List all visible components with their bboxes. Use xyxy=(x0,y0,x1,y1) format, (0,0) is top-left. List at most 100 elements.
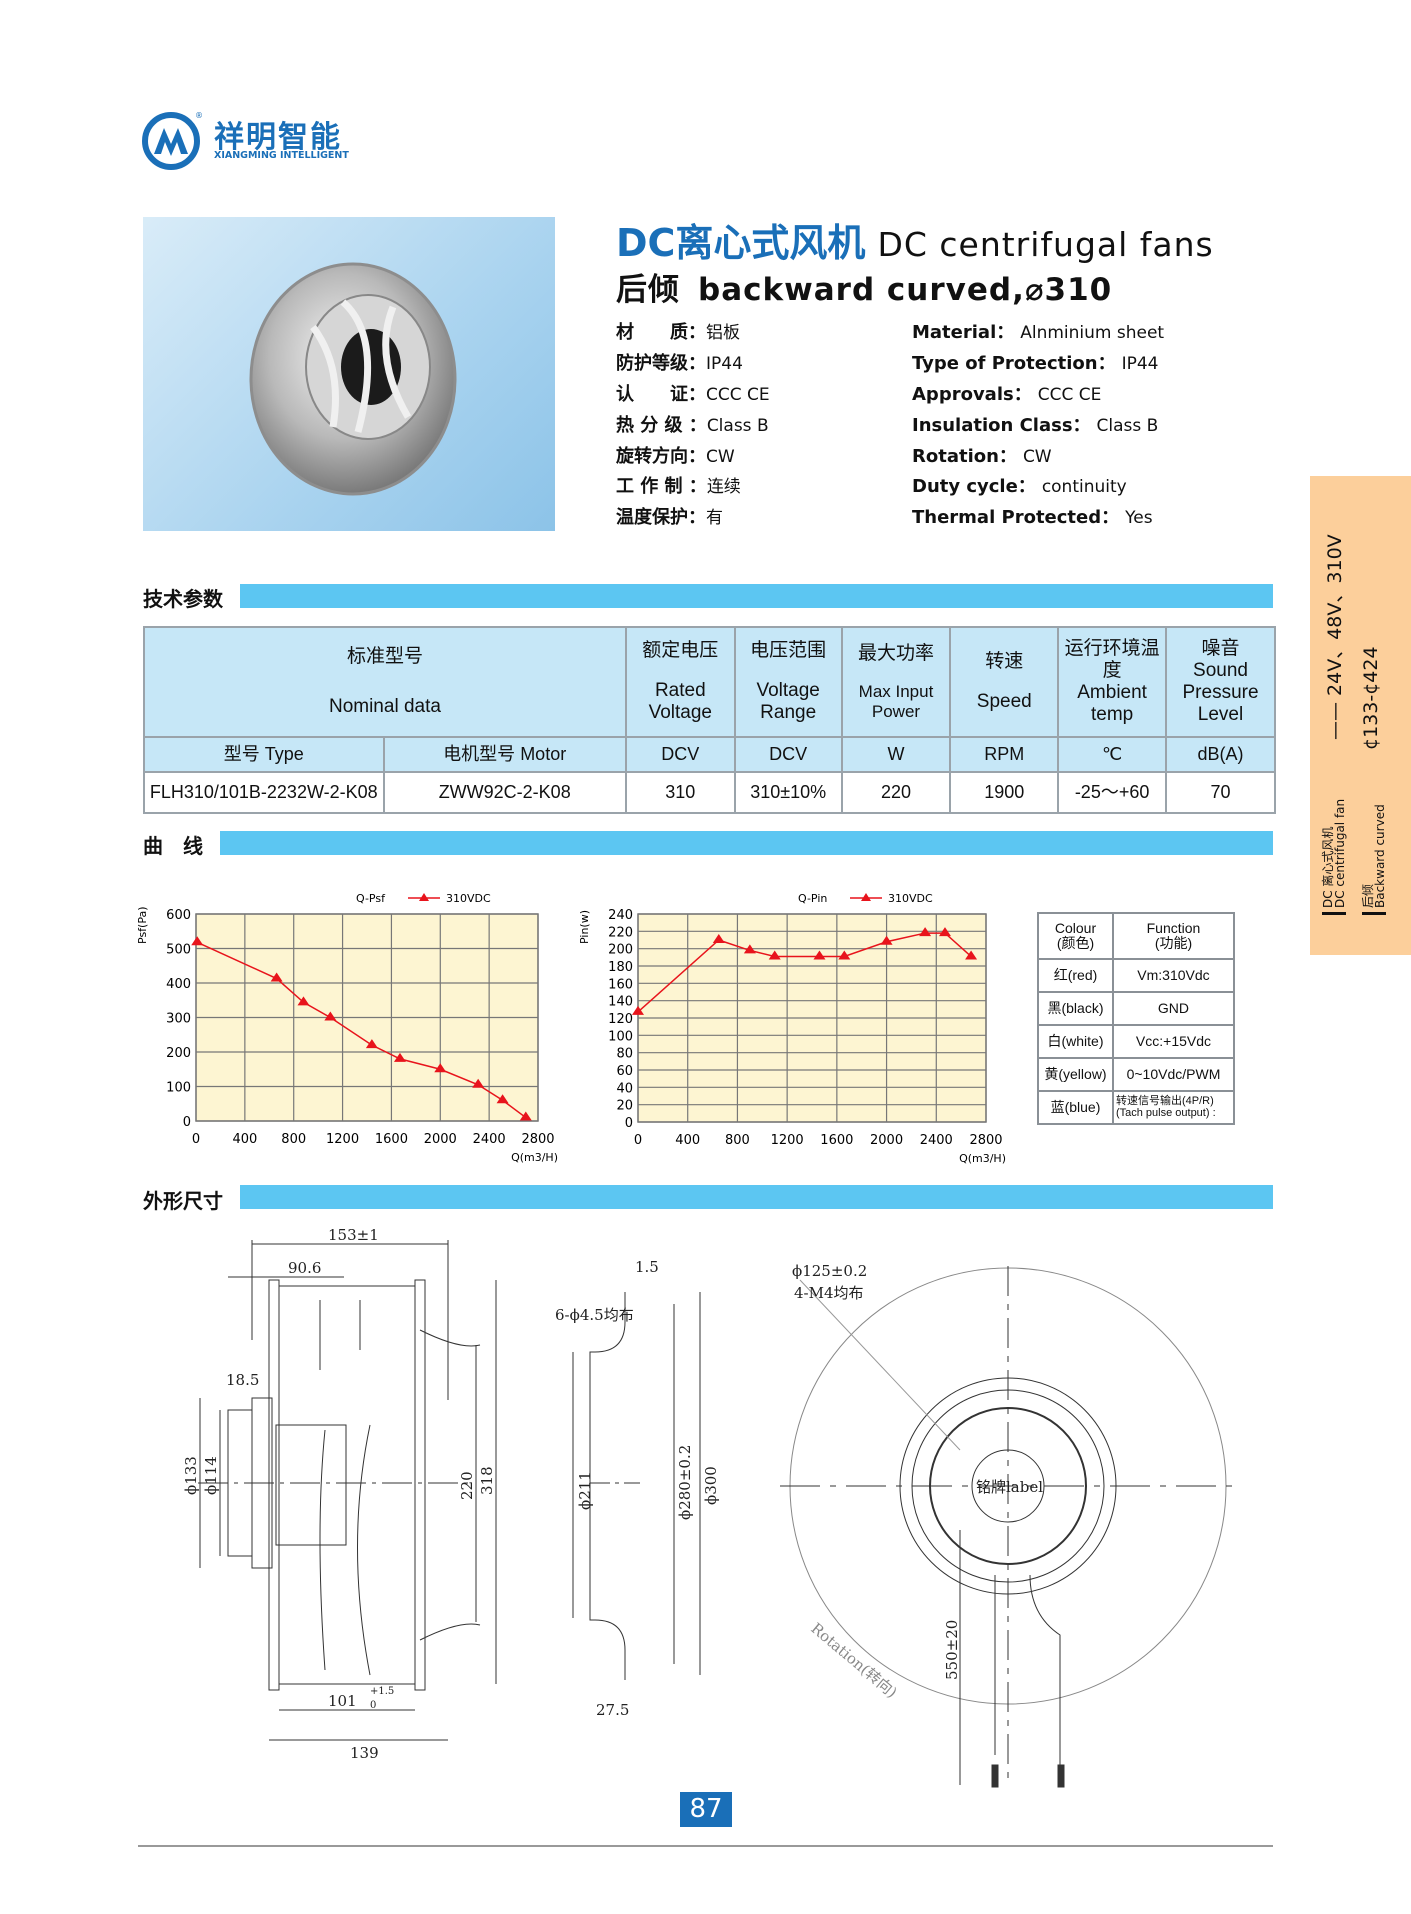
wiring-header-colour: Colour (颜色) xyxy=(1037,912,1114,960)
wire-function: Vcc:+15Vdc xyxy=(1111,1024,1236,1059)
title-cn: DC离心式风机 xyxy=(616,221,866,265)
data-cell: 1900 xyxy=(949,771,1060,814)
x-tick-label: 800 xyxy=(725,1133,750,1148)
dim-phi211: ϕ211 xyxy=(576,1471,594,1510)
wire-function: Vm:310Vdc xyxy=(1111,958,1236,993)
y-tick-label: 0 xyxy=(183,1115,191,1130)
side-tab-content: DC 离心式风机 DC centrifugal fan —— 24V、48V、3… xyxy=(1310,476,1411,955)
header-en: Max Input Power xyxy=(858,682,934,721)
series-line xyxy=(196,941,527,1119)
spec-value: 铝板 xyxy=(706,323,740,343)
data-point xyxy=(496,1094,509,1104)
spec-row: Duty cycle： continuity xyxy=(912,472,1127,498)
wiring-row: 红(red) Vm:310Vdc xyxy=(1037,958,1236,993)
wiring-header-function: Function (功能) xyxy=(1111,912,1236,960)
spec-label: 材 质： xyxy=(616,322,706,343)
side-tab-group-2: 后倾 Backward curved xyxy=(1361,804,1387,915)
wire-function-en: (Tach pulse output) : xyxy=(1115,1106,1216,1119)
dim-101: 101 xyxy=(328,1692,357,1710)
wire-function: 0~10Vdc/PWM xyxy=(1111,1057,1236,1092)
subtitle-en: backward curved,⌀310 xyxy=(698,272,1113,308)
unit-cell: 型号 Type xyxy=(143,736,385,773)
dim-phi114: ϕ114 xyxy=(202,1456,220,1495)
x-tick-label: 0 xyxy=(192,1132,200,1147)
y-tick-label: 0 xyxy=(625,1116,633,1131)
dim-101-tol-up: +1.5 xyxy=(370,1686,394,1697)
x-tick-label: 2000 xyxy=(424,1132,457,1147)
y-tick-label: 220 xyxy=(608,925,633,940)
header-en: Rated Voltage xyxy=(648,680,712,723)
spec-value: 有 xyxy=(706,508,723,528)
section-bar xyxy=(240,1185,1273,1209)
side-tab-range: ¢133-¢424 xyxy=(1360,646,1382,750)
spec-value: Class B xyxy=(1096,416,1159,436)
header-ambient-temp: 运行环境温度 Ambient temp xyxy=(1057,626,1168,738)
chart-title: Q-Psf xyxy=(356,892,386,905)
x-tick-label: 2800 xyxy=(969,1133,1002,1148)
spec-label: Duty cycle： xyxy=(912,476,1036,497)
wiring-row: 蓝(blue) 转速信号输出(4P/R) (Tach pulse output) : xyxy=(1037,1090,1236,1125)
spec-label: 工 作 制 ： xyxy=(616,476,707,497)
y-tick-label: 200 xyxy=(166,1046,191,1061)
unit-cell: DCV xyxy=(624,736,736,773)
chart-q-pin: 0 400 800 1200 1600 2000 2400 2800 0 20 40 60 80 100 1… xyxy=(580,892,1006,1165)
header-en: Ambient temp xyxy=(1077,682,1147,725)
legend-marker xyxy=(419,893,429,901)
header-nominal-cn: 标准型号 xyxy=(346,646,423,668)
header-cn: 转速 xyxy=(985,651,1024,673)
section-bar xyxy=(220,831,1273,855)
wiring-row: 黄(yellow) 0~10Vdc/PWM xyxy=(1037,1057,1236,1092)
header-sound-level: 噪音 Sound Pressure Level xyxy=(1165,626,1276,738)
x-tick-label: 2000 xyxy=(870,1133,903,1148)
spec-row: 旋转方向：CW xyxy=(616,442,735,468)
colour-label-cn: (颜色) xyxy=(1056,935,1095,951)
dim-27-5: 27.5 xyxy=(596,1701,629,1719)
section-title-tech: 技术参数 xyxy=(143,587,223,611)
wire-colour: 黄(yellow) xyxy=(1037,1057,1114,1092)
x-tick-label: 800 xyxy=(281,1132,306,1147)
spec-table: 标准型号 Nominal data 额定电压 Rated Voltage 电压范围 V… xyxy=(143,626,1276,814)
y-tick-label: 120 xyxy=(608,1012,633,1027)
wire-colour: 蓝(blue) xyxy=(1037,1090,1114,1125)
side-category-tab: DC 离心式风机 DC centrifugal fan —— 24V、48V、3… xyxy=(1310,476,1411,955)
legend-label: 310VDC xyxy=(888,892,933,905)
unit-cell: ℃ xyxy=(1057,736,1168,773)
y-tick-label: 180 xyxy=(608,960,633,975)
y-tick-label: 240 xyxy=(608,908,633,923)
data-point xyxy=(938,927,951,937)
header-en: Sound Pressure Level xyxy=(1182,660,1259,725)
side-tab-en1: DC centrifugal fan xyxy=(1333,798,1347,908)
spec-label: 防护等级： xyxy=(616,353,706,374)
registered-mark: ® xyxy=(195,111,203,120)
table-header-row: 标准型号 Nominal data 额定电压 Rated Voltage 电压范围 V… xyxy=(143,626,1276,738)
x-tick-label: 2400 xyxy=(920,1133,953,1148)
unit-cell: 电机型号 Motor xyxy=(382,736,627,773)
x-axis-label: Q(m3/H) xyxy=(511,1151,558,1164)
header-nominal: 标准型号 Nominal data xyxy=(143,626,627,738)
logo-mark-icon: ® xyxy=(142,111,203,170)
data-point xyxy=(270,972,283,982)
wire-colour: 黑(black) xyxy=(1037,991,1114,1026)
nameplate-label: 铭牌label xyxy=(976,1478,1043,1496)
data-cell: ZWW92C-2-K08 xyxy=(382,771,627,814)
y-tick-label: 600 xyxy=(166,908,191,923)
y-tick-label: 200 xyxy=(608,943,633,958)
data-point xyxy=(743,944,756,954)
spec-label: 旋转方向： xyxy=(616,446,706,467)
spec-value: CCC CE xyxy=(1037,385,1102,405)
data-cell: -25～+60 xyxy=(1057,771,1168,814)
wire-function: 转速信号输出(4P/R) (Tach pulse output) : xyxy=(1111,1090,1236,1125)
data-point xyxy=(919,927,932,937)
data-cell: 310 xyxy=(624,771,736,814)
spec-row: Thermal Protected： Yes xyxy=(912,503,1153,529)
dim-139: 139 xyxy=(350,1744,379,1762)
footer-divider xyxy=(138,1845,1273,1847)
spec-label: Insulation Class： xyxy=(912,415,1091,436)
spec-value: 连续 xyxy=(706,477,741,497)
wiring-row: 黑(black) GND xyxy=(1037,991,1236,1026)
data-point xyxy=(768,950,781,960)
rotation-label: Rotation(转向) xyxy=(807,1619,900,1701)
spec-label: Type of Protection： xyxy=(912,353,1116,374)
product-photo xyxy=(143,217,555,531)
data-point xyxy=(712,934,725,943)
